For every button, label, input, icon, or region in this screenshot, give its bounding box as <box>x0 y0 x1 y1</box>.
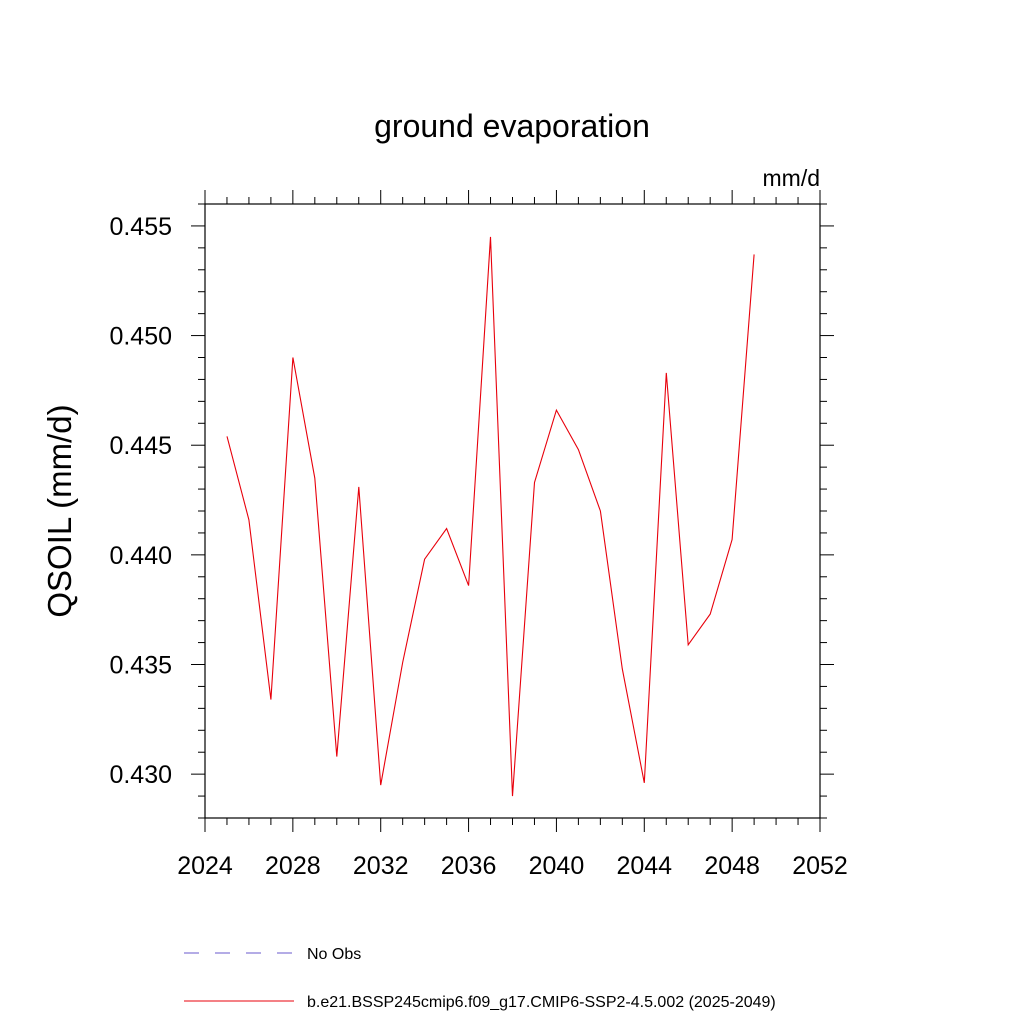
x-tick-label: 2032 <box>353 852 409 880</box>
legend-entry-label: b.e21.BSSP245cmip6.f09_g17.CMIP6-SSP2-4.… <box>307 994 776 1011</box>
y-tick-label: 0.445 <box>109 432 172 460</box>
series-line <box>226 236 755 797</box>
x-tick-label: 2048 <box>704 852 760 880</box>
x-tick-label: 2040 <box>529 852 585 880</box>
legend-entry-label: No Obs <box>307 946 361 963</box>
legend: No Obs b.e21.BSSP245cmip6.f09_g17.CMIP6-S… <box>184 946 776 1011</box>
y-tick-label: 0.450 <box>109 323 172 351</box>
y-axis-label: QSOIL (mm/d) <box>41 404 78 617</box>
y-tick-label: 0.455 <box>109 213 172 241</box>
plot-frame <box>204 203 821 819</box>
chart-title: ground evaporation <box>374 108 650 144</box>
x-tick-label: 2028 <box>265 852 321 880</box>
x-axis: 2024 2028 2032 2036 2040 2044 2048 2052 <box>177 190 848 880</box>
y-axis: 0.430 0.435 0.440 0.445 0.450 0.455 <box>109 203 834 819</box>
x-tick-label: 2044 <box>616 852 672 880</box>
units-label: mm/d <box>763 165 821 191</box>
series-layer <box>226 236 755 797</box>
y-tick-label: 0.440 <box>109 542 172 570</box>
x-tick-label: 2052 <box>792 852 848 880</box>
y-tick-label: 0.435 <box>109 652 172 680</box>
y-tick-label: 0.430 <box>109 761 172 789</box>
x-tick-label: 2036 <box>441 852 497 880</box>
x-tick-label: 2024 <box>177 852 233 880</box>
